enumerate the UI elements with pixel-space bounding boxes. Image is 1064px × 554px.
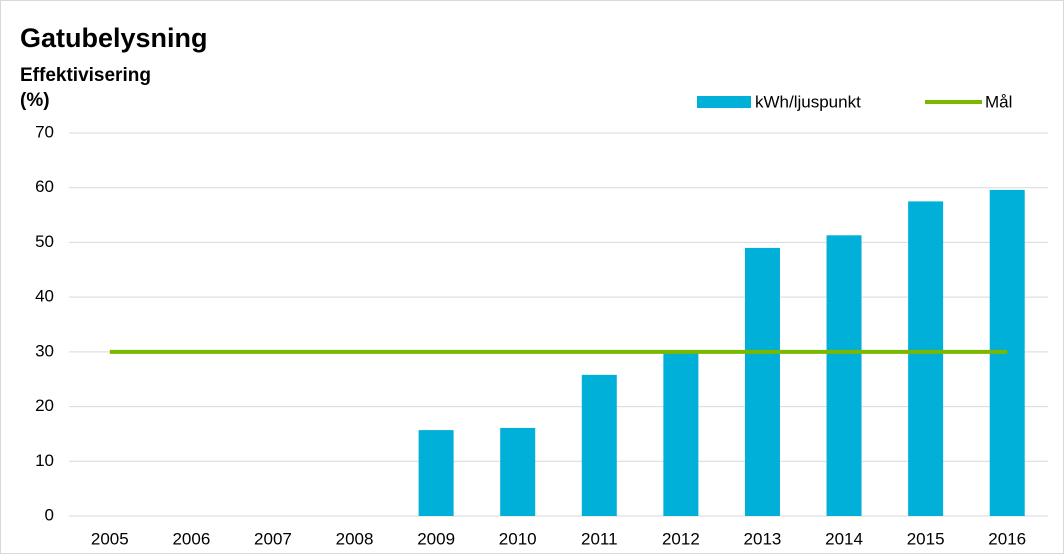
- bar: [418, 430, 454, 516]
- y-tick-label: 50: [35, 232, 54, 251]
- bar: [663, 352, 699, 516]
- x-tick-label: 2009: [417, 529, 455, 548]
- chart-title: Gatubelysning: [20, 23, 208, 53]
- x-tick-label: 2008: [336, 529, 374, 548]
- bar: [744, 247, 780, 516]
- x-tick-label: 2007: [254, 529, 292, 548]
- x-tick-label: 2010: [499, 529, 537, 548]
- y-tick-label: 0: [45, 505, 54, 524]
- y-tick-label: 40: [35, 287, 54, 306]
- x-tick-label: 2016: [988, 529, 1026, 548]
- bar: [500, 427, 536, 516]
- x-tick-label: 2005: [91, 529, 129, 548]
- x-tick-label: 2011: [581, 529, 618, 548]
- x-tick-label: 2014: [825, 529, 863, 548]
- legend-label: kWh/ljuspunkt: [755, 92, 861, 111]
- x-tick-label: 2013: [744, 529, 782, 548]
- x-tick-label: 2006: [172, 529, 210, 548]
- y-tick-label: 60: [35, 177, 54, 196]
- y-tick-label: 30: [35, 341, 54, 360]
- y-axis-label: Effektivisering: [20, 65, 151, 86]
- legend-swatch: [697, 96, 751, 108]
- y-tick-label: 20: [35, 396, 54, 415]
- legend-label: Mål: [985, 92, 1012, 111]
- bar: [826, 235, 862, 516]
- y-axis-unit: (%): [20, 90, 50, 111]
- bar: [908, 201, 944, 516]
- y-tick-label: 10: [35, 451, 54, 470]
- bar: [581, 374, 617, 516]
- x-tick-label: 2015: [907, 529, 945, 548]
- y-tick-label: 70: [35, 122, 54, 141]
- x-tick-label: 2012: [662, 529, 700, 548]
